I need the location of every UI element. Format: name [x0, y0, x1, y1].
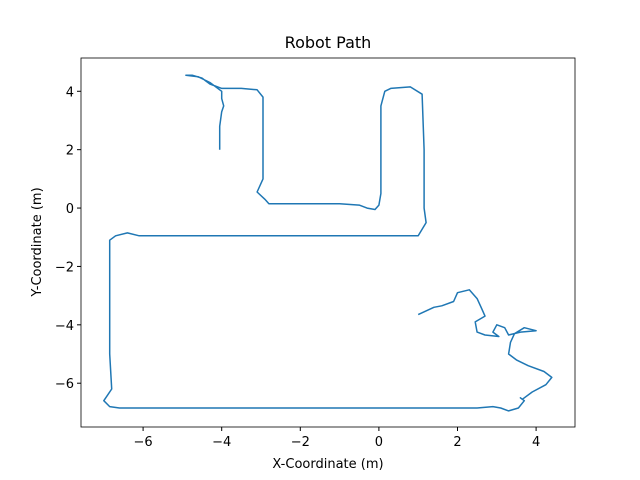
- plot-frame: [80, 57, 576, 428]
- y-tick-label: −2: [55, 260, 74, 275]
- y-tick-label: −6: [55, 377, 74, 392]
- y-axis-label: Y-Coordinate (m): [30, 187, 45, 297]
- x-tick-label: −4: [212, 435, 231, 450]
- y-tick-label: 0: [66, 202, 74, 217]
- chart-title: Robot Path: [285, 33, 372, 52]
- y-tick-label: −4: [55, 319, 74, 334]
- x-tick-label: −6: [134, 435, 153, 450]
- robot-path: [103, 74, 553, 412]
- x-tick-label: 4: [532, 435, 540, 450]
- x-tick-label: 0: [375, 435, 383, 450]
- x-axis-label: X-Coordinate (m): [272, 457, 383, 472]
- y-tick-label: 2: [66, 144, 74, 159]
- x-tick-label: −2: [291, 435, 310, 450]
- x-tick-label: 2: [453, 435, 461, 450]
- y-tick-label: 4: [66, 85, 74, 100]
